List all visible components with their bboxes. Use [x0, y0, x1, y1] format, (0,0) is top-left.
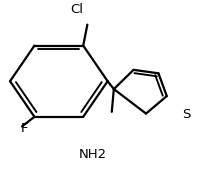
Text: Cl: Cl	[70, 3, 83, 16]
Text: F: F	[21, 122, 28, 135]
Text: NH2: NH2	[79, 148, 107, 161]
Text: S: S	[182, 108, 191, 121]
